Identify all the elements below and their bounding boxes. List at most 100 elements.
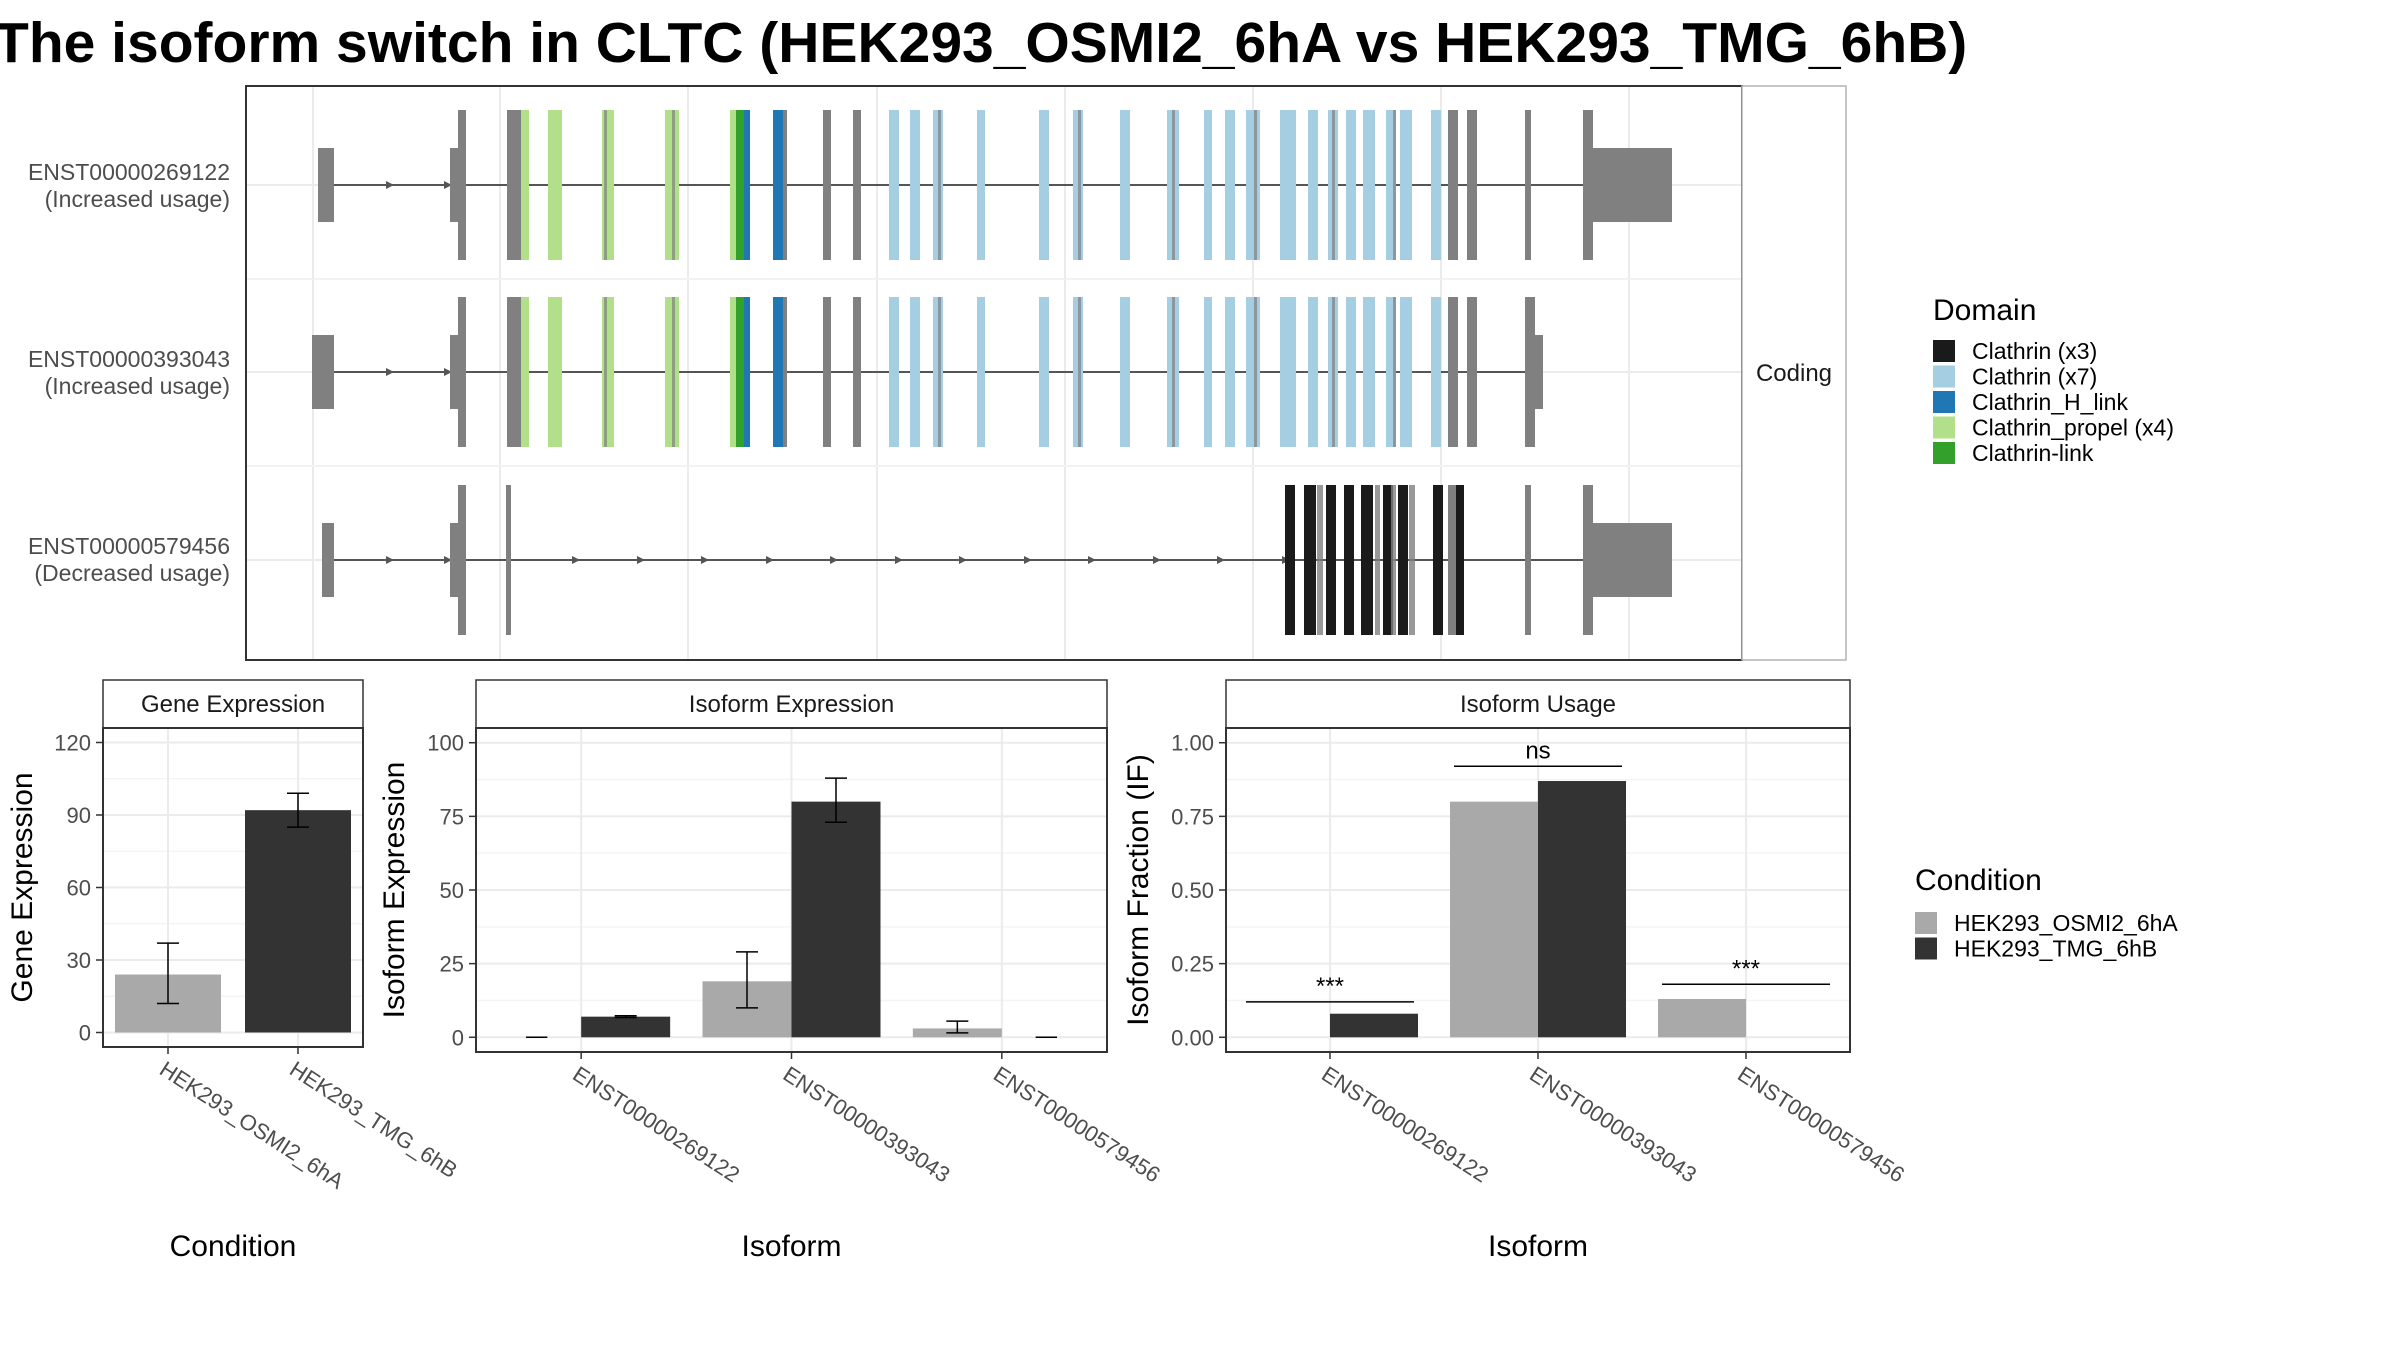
y-tick-label: 75 <box>440 804 464 829</box>
domain-legend-key <box>1933 340 1955 362</box>
isoform-expression-panel: Isoform Expression 0 25 50 75 100 ENST00000269… <box>378 679 1165 1263</box>
y-tick-label: 60 <box>67 876 91 901</box>
domain-legend-label: Clathrin (x3) <box>1972 338 2097 364</box>
condition-legend-key <box>1915 912 1937 934</box>
error-bar <box>287 792 309 828</box>
strand-arrows <box>386 368 452 376</box>
y-tick-label: 0.50 <box>1171 878 1214 903</box>
y-tick-label: 50 <box>440 878 464 903</box>
strand-arrows <box>386 556 1290 564</box>
x-axis-title: Isoform <box>1488 1230 1588 1263</box>
domain-legend-label: Clathrin_H_link <box>1972 389 2128 415</box>
x-tick-label: ENST00000269122 <box>568 1061 744 1187</box>
error-bar <box>825 777 847 824</box>
transcript-label-1: ENST00000269122 (Increased usage) <box>28 159 230 212</box>
exons <box>312 297 1543 447</box>
strand-arrows <box>386 181 452 189</box>
panel-title: Isoform Expression <box>689 691 894 718</box>
transcript-track-1 <box>318 110 1672 260</box>
x-axis-title: Condition <box>170 1230 297 1263</box>
significance-label: ns <box>1525 737 1550 764</box>
x-tick-label: ENST00000393043 <box>779 1061 955 1187</box>
y-tick-label: 0 <box>452 1025 464 1050</box>
significance-label: *** <box>1316 973 1344 1000</box>
y-tick-label: 25 <box>440 952 464 977</box>
domain-legend-label: Clathrin (x7) <box>1972 364 2097 390</box>
y-tick-label: 1.00 <box>1171 731 1214 756</box>
bar <box>1330 1013 1418 1038</box>
domain-legend-key <box>1933 442 1955 464</box>
panel-strip <box>1225 679 1851 729</box>
exon-borders <box>1317 485 1415 635</box>
y-axis-title: Isoform Expression <box>378 762 411 1019</box>
domain-clathrin-propel <box>521 297 736 447</box>
exon-borders <box>604 110 1396 260</box>
significance-label: *** <box>1732 955 1760 982</box>
condition-legend-label: HEK293_TMG_6hB <box>1954 936 2157 962</box>
bar <box>1450 801 1538 1038</box>
error-bar <box>157 942 179 1005</box>
domain-legend-key <box>1933 365 1955 388</box>
x-tick-label: ENST00000269122 <box>1317 1061 1493 1187</box>
transcript-track-3 <box>322 485 1672 635</box>
y-axis-title: Gene Expression <box>6 772 39 1002</box>
panel-title: Gene Expression <box>141 691 325 718</box>
facet-strip <box>1741 85 1847 661</box>
y-tick-label: 0.00 <box>1171 1025 1214 1050</box>
y-axis-title: Isoform Fraction (IF) <box>1122 754 1155 1026</box>
x-tick-label: ENST00000579456 <box>1733 1061 1909 1187</box>
transcript-label-3: ENST00000579456 (Decreased usage) <box>28 533 230 586</box>
y-tick-label: 120 <box>54 731 91 756</box>
transcript-label-2: ENST00000393043 (Increased usage) <box>28 346 230 399</box>
y-tick-label: 100 <box>427 731 464 756</box>
domain-clathrin-h-link <box>744 297 783 447</box>
bar <box>245 810 351 1033</box>
facet-label-coding: Coding <box>1756 360 1832 387</box>
exons <box>318 110 1672 260</box>
y-tick-label: 0.25 <box>1171 952 1214 977</box>
domain-clathrin-link <box>736 110 744 260</box>
svg-text:ENST00000579456: ENST00000579456 <box>28 533 230 559</box>
bar <box>1658 998 1746 1038</box>
domain-legend: Domain Clathrin (x3)Clathrin (x7)Clathri… <box>1933 294 2174 466</box>
condition-legend-title: Condition <box>1915 864 2042 897</box>
svg-text:(Increased usage): (Increased usage) <box>45 186 230 212</box>
isoform-usage-panel: Isoform Usage *** ns *** 0.00 0.25 0.50 0.75 1.0… <box>1122 679 1909 1263</box>
domain-legend-label: Clathrin-link <box>1972 440 2094 466</box>
exon-borders <box>604 297 1396 447</box>
figure-title: The isoform switch in CLTC (HEK293_OSMI2… <box>0 11 1967 75</box>
error-bar <box>614 1015 637 1019</box>
y-tick-label: 30 <box>67 948 91 973</box>
svg-text:ENST00000393043: ENST00000393043 <box>28 346 230 372</box>
domain-clathrin-h-link <box>744 110 783 260</box>
exons-mid <box>783 110 861 260</box>
domain-legend-key <box>1933 416 1955 439</box>
domain-clathrin-x3 <box>1285 485 1464 635</box>
condition-legend-label: HEK293_OSMI2_6hA <box>1954 910 2178 936</box>
domain-clathrin-link <box>736 297 744 447</box>
error-bar <box>736 951 758 1009</box>
error-bar <box>946 1020 969 1034</box>
transcript-track-2 <box>312 297 1543 447</box>
y-tick-label: 90 <box>67 803 91 828</box>
condition-legend-key <box>1915 937 1937 960</box>
panel-title: Isoform Usage <box>1460 691 1616 718</box>
panel-strip <box>102 679 364 729</box>
svg-text:(Increased usage): (Increased usage) <box>45 373 230 399</box>
x-tick-label: ENST00000393043 <box>1525 1061 1701 1187</box>
panel-strip <box>475 679 1108 729</box>
domain-legend-key <box>1933 391 1955 413</box>
exons <box>322 485 1672 635</box>
y-tick-label: 0 <box>79 1021 91 1046</box>
svg-text:ENST00000269122: ENST00000269122 <box>28 159 230 185</box>
domain-legend-title: Domain <box>1933 294 2036 327</box>
x-axis-title: Isoform <box>741 1230 841 1263</box>
svg-text:(Decreased usage): (Decreased usage) <box>34 560 230 586</box>
bar <box>581 1016 671 1038</box>
y-tick-label: 0.75 <box>1171 804 1214 829</box>
bar <box>791 801 881 1038</box>
x-tick-label: ENST00000579456 <box>989 1061 1165 1187</box>
domain-legend-label: Clathrin_propel (x4) <box>1972 415 2174 441</box>
